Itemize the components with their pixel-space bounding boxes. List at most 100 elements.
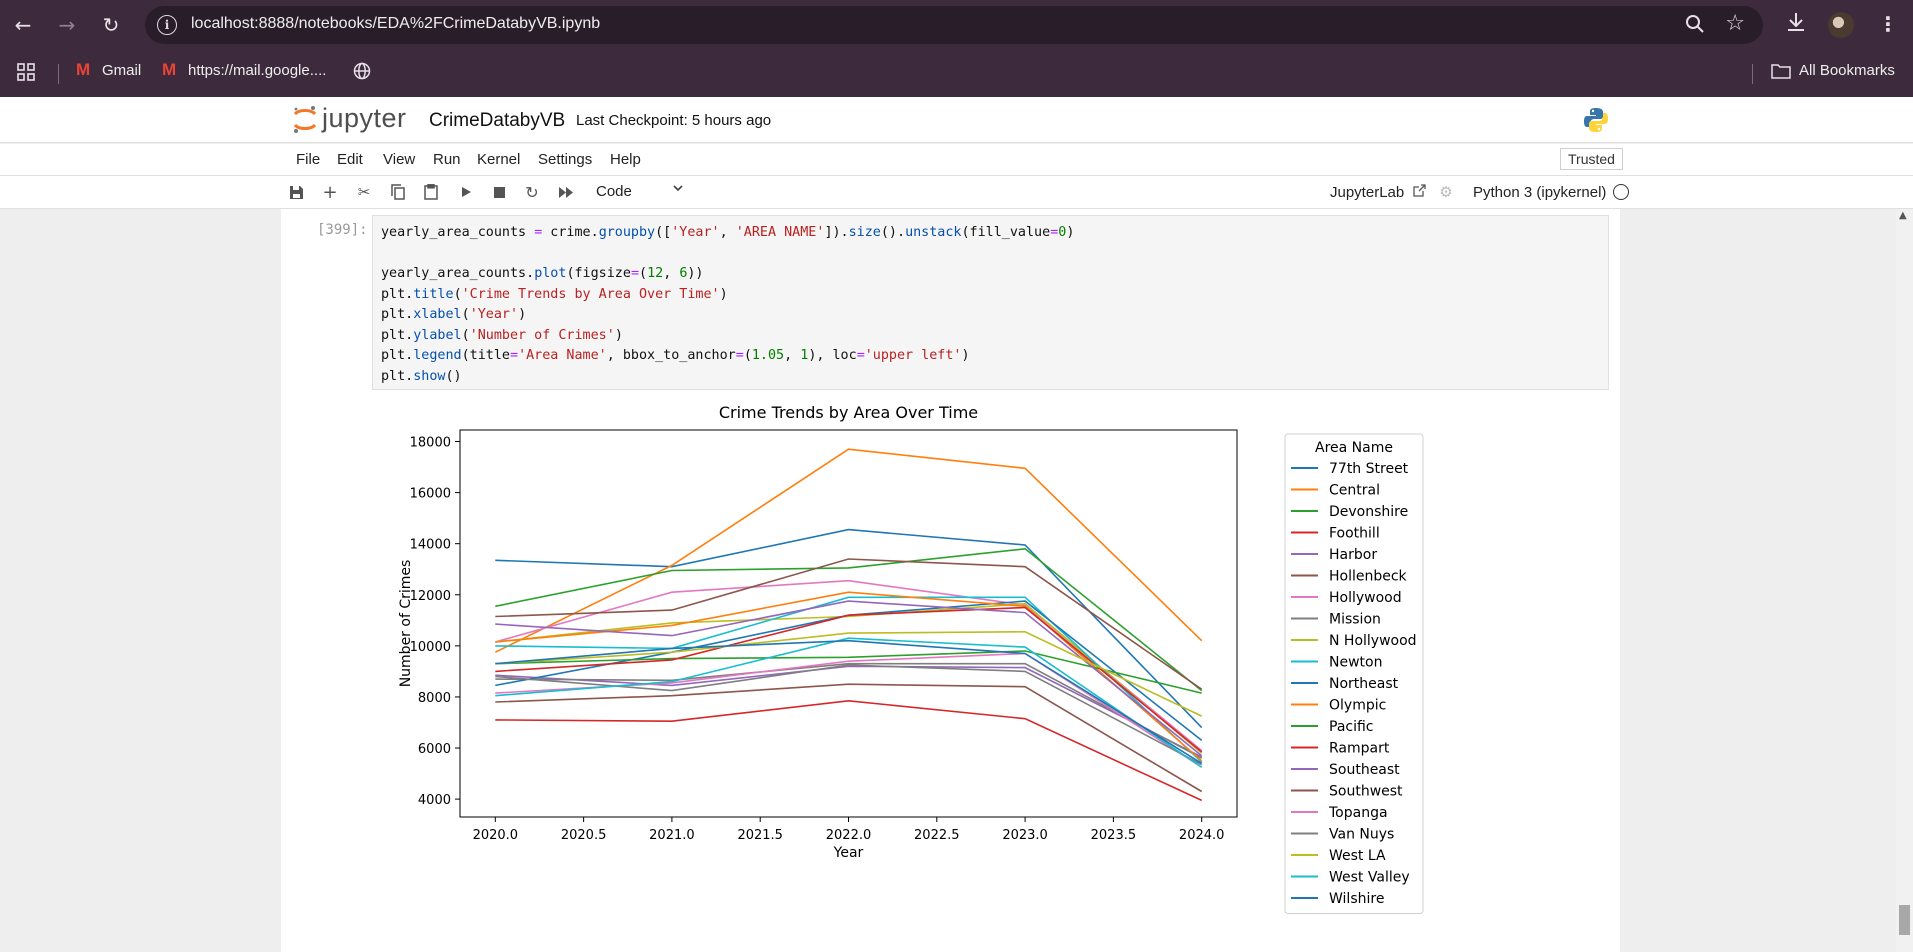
y-tick-label: 8000	[418, 691, 451, 706]
code-line[interactable]	[381, 244, 1608, 265]
series-line-southwest	[495, 558, 1203, 690]
legend-label: Topanga	[1328, 805, 1388, 821]
chevron-down-icon[interactable]	[672, 182, 684, 198]
all-bookmarks[interactable]: All Bookmarks	[1771, 62, 1895, 79]
browser-menu-icon[interactable]: ⋮	[1878, 12, 1898, 36]
chart-title: Crime Trends by Area Over Time	[719, 403, 978, 422]
series-line-central	[494, 448, 1203, 653]
legend-label: Southwest	[1329, 784, 1403, 800]
copy-icon[interactable]	[388, 182, 408, 202]
jupyter-logo[interactable]: jupyter	[292, 103, 407, 134]
kernel-name[interactable]: Python 3 (ipykernel)	[1473, 184, 1607, 201]
menu-help[interactable]: Help	[610, 151, 641, 168]
legend-label: N Hollywood	[1329, 633, 1417, 649]
stop-icon[interactable]	[489, 182, 509, 202]
series-line-hollenbeck	[495, 683, 1203, 793]
notebook-toolbar: + ✂ ↻ Code JupyterLab ⚙ Python 3 (ipyker…	[0, 176, 1913, 209]
all-bookmarks-label: All Bookmarks	[1799, 62, 1895, 79]
scrollbar-thumb[interactable]	[1899, 905, 1910, 935]
apps-grid-icon[interactable]	[16, 62, 36, 82]
y-axis-label: Number of Crimes	[398, 560, 414, 688]
menu-view[interactable]: View	[383, 151, 416, 168]
menu-edit[interactable]: Edit	[337, 151, 363, 168]
kernel-settings-icon[interactable]: ⚙	[1439, 183, 1453, 201]
series-line-mission	[495, 662, 1203, 759]
menu-run[interactable]: Run	[433, 151, 461, 168]
divider	[1752, 64, 1753, 84]
x-tick-label: 2023.5	[1091, 828, 1137, 843]
menu-kernel[interactable]: Kernel	[477, 151, 521, 168]
series-line-harbor	[495, 665, 1203, 758]
line-chart: Crime Trends by Area Over Time 2020.0 2020…	[372, 397, 1612, 942]
bookmark-mail-google[interactable]: https://mail.google....	[162, 60, 326, 80]
trusted-badge[interactable]: Trusted	[1560, 148, 1623, 170]
legend-label: Newton	[1329, 655, 1382, 671]
run-icon[interactable]	[456, 182, 476, 202]
legend-label: Southeast	[1329, 762, 1400, 778]
legend-label: Rampart	[1329, 741, 1390, 757]
scrollbar[interactable]	[1896, 209, 1913, 952]
series-line-devonshire	[495, 547, 1203, 692]
legend-title: Area Name	[1315, 440, 1393, 456]
code-line[interactable]: plt.legend(title='Area Name', bbox_to_an…	[381, 348, 970, 363]
menu-file[interactable]: File	[296, 151, 321, 168]
zoom-icon[interactable]	[1685, 13, 1705, 40]
series-line-west-valley	[495, 637, 1203, 768]
series-line-olympic	[495, 591, 1203, 762]
legend-label: Hollenbeck	[1329, 569, 1408, 585]
y-tick-label: 10000	[410, 640, 451, 655]
scroll-up-arrow-icon[interactable]: ▲	[1899, 210, 1907, 221]
globe-icon[interactable]	[353, 62, 371, 80]
gmail-icon	[76, 60, 94, 80]
legend-label: Wilshire	[1329, 891, 1384, 907]
browser-toolbar: ← → ↻ i localhost:8888/notebooks/EDA%2FC…	[0, 0, 1913, 50]
menu-settings[interactable]: Settings	[538, 151, 593, 168]
fast-forward-icon[interactable]	[556, 182, 576, 202]
x-tick-label: 2021.0	[649, 828, 695, 843]
code-line[interactable]: plt.ylabel('Number of Crimes')	[381, 327, 623, 343]
series-line-newton	[495, 596, 1203, 763]
jupyter-wordmark: jupyter	[322, 103, 407, 133]
x-tick-label: 2020.0	[473, 828, 519, 843]
notebook-title[interactable]: CrimeDatabyVB	[429, 110, 566, 131]
legend-label: Olympic	[1329, 698, 1386, 714]
legend-label: Foothill	[1329, 526, 1380, 542]
legend-label: Devonshire	[1329, 504, 1408, 520]
code-line[interactable]: plt.xlabel('Year')	[381, 307, 527, 322]
code-line[interactable]: plt.title('Crime Trends by Area Over Tim…	[381, 286, 728, 302]
checkpoint-status: Last Checkpoint: 5 hours ago	[576, 112, 772, 129]
legend-label: Harbor	[1329, 547, 1377, 563]
code-line[interactable]: plt.show()	[381, 368, 462, 384]
code-line[interactable]: yearly_area_counts = crime.groupby(['Yea…	[381, 225, 1075, 240]
forward-arrow-icon[interactable]: →	[58, 13, 76, 37]
gmail-icon	[162, 60, 180, 80]
back-arrow-icon[interactable]: ←	[14, 13, 32, 37]
cut-icon[interactable]: ✂	[357, 183, 371, 201]
bookmark-gmail[interactable]: Gmail	[76, 60, 142, 80]
y-tick-label: 16000	[410, 487, 451, 502]
reload-icon[interactable]: ↻	[102, 13, 120, 37]
code-cell-editor[interactable]: yearly_area_counts = crime.groupby(['Yea…	[372, 215, 1609, 390]
legend-label: Mission	[1329, 612, 1381, 628]
paste-icon[interactable]	[421, 182, 441, 202]
save-icon[interactable]	[286, 182, 306, 202]
address-bar[interactable]: i localhost:8888/notebooks/EDA%2FCrimeDa…	[145, 6, 1763, 44]
cell-type-select[interactable]: Code	[596, 183, 632, 200]
bookmarks-bar: Gmail https://mail.google.... All Bookma…	[0, 50, 1913, 97]
profile-avatar[interactable]	[1828, 12, 1854, 38]
jupyter-logo-icon	[293, 105, 317, 133]
bookmark-star-icon[interactable]: ☆	[1725, 11, 1745, 36]
site-info-icon[interactable]: i	[157, 15, 177, 35]
add-cell-icon[interactable]: +	[322, 181, 338, 203]
bookmark-label: Gmail	[102, 62, 142, 79]
download-icon[interactable]	[1785, 11, 1807, 39]
code-line[interactable]: yearly_area_counts.plot(figsize=(12, 6))	[381, 266, 704, 281]
open-jupyterlab-link[interactable]: JupyterLab	[1330, 184, 1427, 201]
restart-icon[interactable]: ↻	[525, 182, 539, 202]
url-text[interactable]: localhost:8888/notebooks/EDA%2FCrimeData…	[191, 15, 601, 32]
folder-icon	[1771, 63, 1791, 79]
series-line-77th-street	[495, 528, 1203, 729]
legend-label: 77th Street	[1329, 461, 1409, 477]
jupyter-menubar: File Edit View Run Kernel Settings Help …	[0, 144, 1913, 176]
x-tick-label: 2024.0	[1179, 828, 1225, 843]
